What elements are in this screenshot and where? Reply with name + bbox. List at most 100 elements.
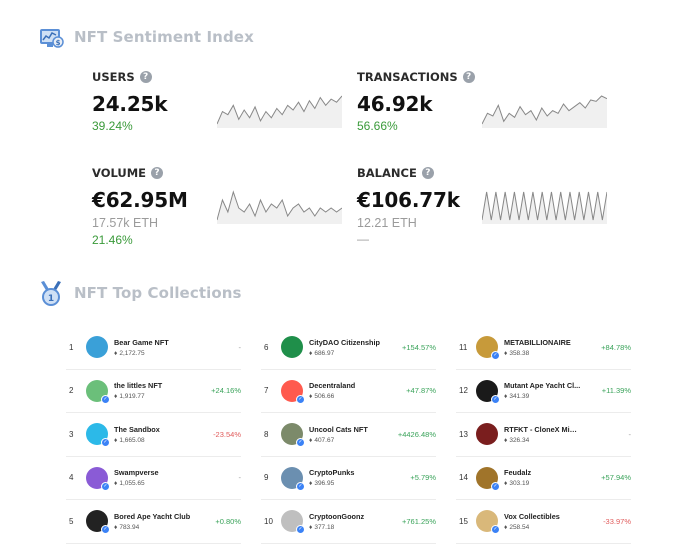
collection-change: - (238, 473, 242, 483)
collection-avatar[interactable]: ✓ (86, 379, 110, 404)
collection-name[interactable]: Feudalz (504, 468, 532, 478)
collection-row[interactable]: 7 ✓ Decentraland ♦ 506.66 +47.87% (261, 370, 436, 413)
collection-name[interactable]: CityDAO Citizenship (309, 337, 380, 347)
collection-change: +24.16% (211, 386, 241, 396)
verified-icon: ✓ (101, 525, 110, 535)
eth-icon: ♦ (114, 349, 118, 357)
stat-label: BALANCE (357, 166, 417, 180)
eth-icon: ♦ (504, 349, 508, 357)
collection-row[interactable]: 6 CityDAO Citizenship ♦ 686.97 +154.57% (261, 326, 436, 370)
collection-price: 258.54 (509, 523, 530, 531)
collection-row[interactable]: 9 ✓ CryptoPunks ♦ 396.95 +5.79% (261, 457, 436, 500)
collection-rank: 13 (459, 429, 468, 439)
collection-avatar[interactable]: ✓ (281, 466, 305, 491)
collection-row[interactable]: 10 ✓ CryptoonGoonz ♦ 377.18 +761.25% (261, 500, 436, 544)
collection-price: 1,665.08 (119, 436, 145, 444)
collection-name[interactable]: Swampverse (114, 468, 159, 478)
collection-name[interactable]: CryptoonGoonz (309, 511, 365, 521)
collection-row[interactable]: 1 Bear Game NFT ♦ 2,172.75 - (66, 326, 241, 370)
collection-avatar[interactable] (476, 423, 498, 446)
collection-avatar[interactable]: ✓ (86, 510, 110, 535)
collection-row[interactable]: 4 ✓ Swampverse ♦ 1,055.65 - (66, 457, 242, 500)
eth-icon: ♦ (504, 436, 508, 444)
collection-row[interactable]: 2 ✓ the littles NFT ♦ 1,919.77 +24.16% (66, 370, 241, 413)
collection-name[interactable]: CryptoPunks (309, 468, 355, 478)
collection-rank: 14 (459, 473, 468, 483)
sparkline-line (482, 95, 607, 125)
help-icon[interactable]: ? (139, 71, 152, 83)
collection-avatar[interactable] (86, 336, 108, 359)
collection-name[interactable]: Bored Ape Yacht Club (114, 511, 191, 521)
collection-row[interactable]: 11 ✓ METABILLIONAIRE ♦ 358.38 +84.78% (456, 326, 631, 370)
verified-icon: ✓ (296, 438, 305, 448)
collection-name[interactable]: Uncool Cats NFT (309, 424, 368, 434)
verified-icon: ✓ (296, 481, 305, 491)
collections-header: 1 NFT Top Collections (36, 278, 242, 308)
svg-text:1: 1 (48, 294, 54, 304)
medal-icon: 1 (41, 281, 61, 306)
collection-avatar[interactable]: ✓ (281, 510, 305, 535)
stat-value: €106.77k (357, 188, 460, 212)
collection-name[interactable]: Decentraland (309, 381, 356, 391)
stat-label: VOLUME (92, 166, 147, 180)
collection-row[interactable]: 5 ✓ Bored Ape Yacht Club ♦ 783.94 +0.80% (66, 500, 241, 544)
collection-avatar[interactable]: ✓ (86, 466, 110, 491)
collection-name[interactable]: RTFKT - CloneX Mintvial (504, 424, 581, 434)
collection-rank: 12 (459, 386, 468, 396)
collection-avatar[interactable]: ✓ (476, 379, 500, 404)
collection-price: 396.95 (314, 480, 335, 488)
collection-change: +84.78% (601, 342, 631, 352)
collection-rank: 9 (264, 473, 269, 483)
collection-change: - (238, 342, 242, 352)
stat-value: 24.25k (92, 92, 168, 116)
collection-price: 1,919.77 (119, 393, 145, 401)
help-icon[interactable]: ? (421, 167, 434, 179)
collection-avatar[interactable]: ✓ (86, 423, 110, 448)
collection-row[interactable]: 3 ✓ The Sandbox ♦ 1,665.08 -23.54% (66, 413, 241, 457)
verified-icon: ✓ (491, 481, 500, 491)
help-icon[interactable]: ? (151, 167, 164, 179)
collection-rank: 5 (69, 516, 74, 526)
stat-label: USERS (92, 70, 135, 84)
verified-icon: ✓ (101, 481, 110, 491)
sparkline-area (217, 192, 342, 224)
eth-icon: ♦ (504, 523, 508, 531)
eth-icon: ♦ (309, 349, 313, 357)
collection-change: +154.57% (402, 342, 436, 352)
collection-name[interactable]: Vox Collectibles (504, 511, 560, 521)
collection-row[interactable]: 13 RTFKT - CloneX Mintvial ♦ 326.34 - (456, 413, 631, 457)
collection-change: +11.39% (601, 386, 631, 396)
collection-name[interactable]: Mutant Ape Yacht Cl... (504, 381, 581, 391)
collection-avatar[interactable]: ✓ (281, 379, 305, 404)
verified-icon: ✓ (491, 351, 500, 361)
collection-change: +57.94% (601, 473, 631, 483)
collection-price: 686.97 (314, 349, 335, 357)
collection-avatar[interactable]: ✓ (476, 466, 500, 491)
collection-avatar[interactable]: ✓ (281, 423, 305, 448)
collection-name[interactable]: The Sandbox (114, 424, 160, 434)
collection-avatar[interactable]: ✓ (476, 336, 500, 361)
stat-change: 39.24% (92, 119, 133, 133)
collection-name[interactable]: the littles NFT (114, 381, 163, 391)
collection-name[interactable]: Bear Game NFT (114, 337, 169, 347)
collection-rank: 15 (459, 516, 468, 526)
stat-change: 21.46% (92, 233, 133, 247)
collection-rank: 6 (264, 342, 269, 352)
collection-row[interactable]: 14 ✓ Feudalz ♦ 303.19 +57.94% (456, 457, 631, 500)
collection-row[interactable]: 12 ✓ Mutant Ape Yacht Cl... ♦ 341.39 +11.… (456, 370, 631, 413)
eth-icon: ♦ (114, 523, 118, 531)
collection-avatar[interactable]: ✓ (476, 510, 500, 535)
collection-row[interactable]: 15 ✓ Vox Collectibles ♦ 258.54 -33.97% (456, 500, 631, 544)
collection-avatar[interactable] (281, 336, 303, 359)
stat-eth: 17.57k ETH (92, 216, 159, 230)
collection-name[interactable]: METABILLIONAIRE (504, 337, 571, 347)
help-icon[interactable]: ? (462, 71, 475, 83)
verified-icon: ✓ (491, 394, 500, 404)
collection-price: 341.39 (509, 393, 530, 401)
sparkline-line (217, 190, 342, 221)
collection-rank: 1 (69, 342, 74, 352)
eth-icon: ♦ (114, 436, 118, 444)
collection-price: 783.94 (119, 523, 140, 531)
collection-row[interactable]: 8 ✓ Uncool Cats NFT ♦ 407.67 +4426.48% (261, 413, 436, 457)
collection-change: +0.80% (215, 516, 241, 526)
